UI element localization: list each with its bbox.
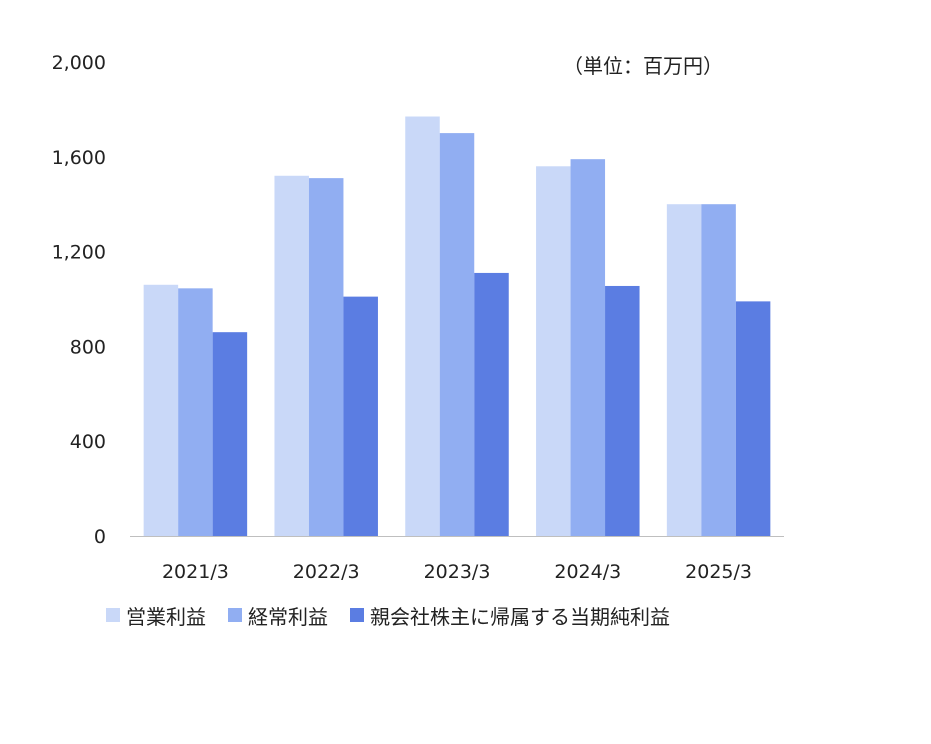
- legend-label-ordinary-profit: 経常利益: [248, 604, 328, 629]
- y-tick-label: 800: [70, 336, 106, 358]
- bar-series-2-0: [212, 332, 248, 536]
- y-tick-label: 1,200: [52, 242, 106, 264]
- y-tick-label: 1,600: [52, 147, 106, 169]
- y-axis-ticks: 0 400 800 1,200 1,600 2,000: [52, 52, 106, 548]
- legend-item-operating-profit: 営業利益: [106, 601, 206, 630]
- bar-series-1-2: [439, 133, 475, 536]
- unit-label: （単位：百万円）: [563, 54, 723, 78]
- legend-swatch-ordinary-profit: [228, 608, 242, 622]
- x-tick-label: 2022/3: [293, 561, 360, 583]
- bar-series-0-0: [143, 284, 179, 536]
- legend-item-ordinary-profit: 経常利益: [228, 601, 328, 630]
- legend-label-operating-profit: 営業利益: [126, 604, 206, 629]
- bar-series-0-3: [536, 166, 571, 536]
- bar-series-1-0: [178, 288, 213, 536]
- bar-series-2-4: [735, 301, 771, 536]
- bar-series-0-4: [666, 204, 702, 536]
- legend: 営業利益 経常利益 親会社株主に帰属する当期純利益: [106, 600, 692, 630]
- bar-series-2-2: [474, 272, 509, 536]
- legend-swatch-operating-profit: [106, 608, 120, 622]
- x-tick-label: 2024/3: [554, 561, 621, 583]
- x-axis-ticks: 2021/3 2022/3 2023/3 2024/3 2025/3: [162, 561, 752, 583]
- x-tick-label: 2023/3: [424, 561, 491, 583]
- bar-series-2-1: [343, 296, 378, 536]
- legend-item-net-income: 親会社株主に帰属する当期純利益: [350, 601, 670, 630]
- x-tick-label: 2025/3: [685, 561, 752, 583]
- x-tick-label: 2021/3: [162, 561, 229, 583]
- y-tick-label: 2,000: [52, 52, 106, 74]
- bars: [143, 116, 771, 537]
- legend-swatch-net-income: [350, 608, 364, 622]
- y-tick-label: 400: [70, 431, 106, 453]
- bar-series-0-2: [405, 116, 440, 536]
- legend-label-net-income: 親会社株主に帰属する当期純利益: [370, 604, 670, 629]
- bar-series-1-1: [308, 178, 344, 536]
- bar-series-0-1: [274, 175, 309, 536]
- bar-series-2-3: [605, 285, 640, 536]
- bar-series-1-4: [701, 204, 736, 536]
- bar-series-1-3: [570, 159, 606, 537]
- y-tick-label: 0: [94, 526, 106, 548]
